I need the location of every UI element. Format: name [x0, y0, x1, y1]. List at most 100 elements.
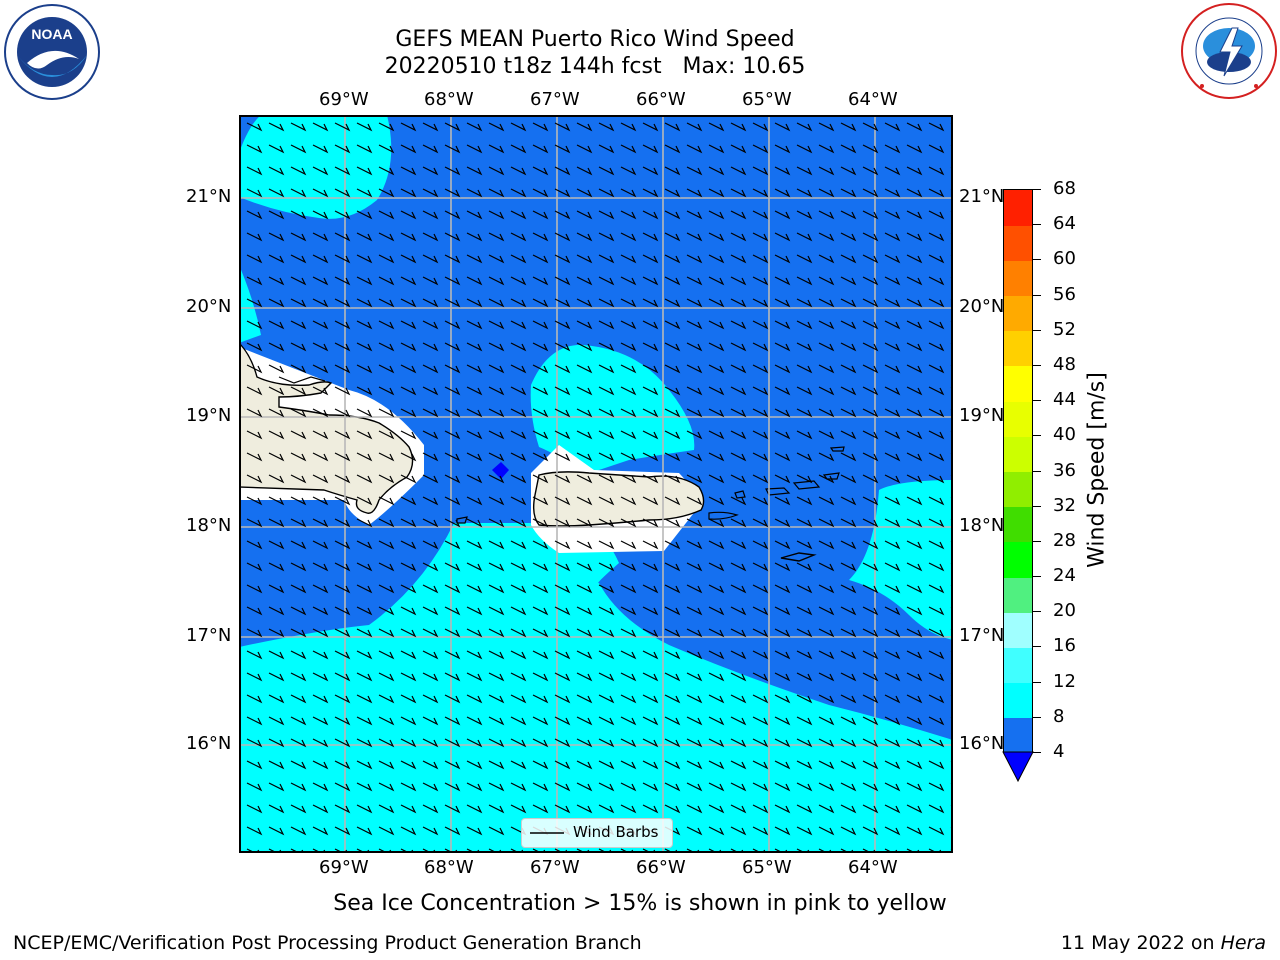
wind-barb: [752, 188, 769, 198]
wind-barb: [466, 430, 483, 440]
wind-barb: [554, 254, 571, 264]
wind-barb: [730, 694, 747, 704]
wind-barb: [928, 298, 945, 308]
wind-barb: [884, 144, 901, 154]
run-date: 11 May 2022 on Hera: [1061, 932, 1266, 954]
wind-barb: [796, 408, 813, 418]
wind-barb: [422, 320, 439, 330]
wind-barb: [488, 122, 505, 132]
wind-barb: [378, 430, 395, 440]
wind-barb: [598, 144, 615, 154]
wind-barb: [510, 232, 527, 242]
wind-barb: [466, 672, 483, 682]
wind-barb: [598, 562, 615, 572]
wind-barb: [466, 144, 483, 154]
right-lat-tick: 18°N: [959, 515, 1005, 536]
wind-barb: [554, 496, 571, 506]
wind-barb: [664, 474, 681, 484]
wind-barb: [708, 804, 725, 814]
wind-barb: [510, 804, 527, 814]
wind-barb: [444, 760, 461, 770]
wind-barb: [796, 518, 813, 528]
colorbar-tick-mark: [1033, 400, 1041, 402]
wind-barb: [884, 804, 901, 814]
wind-barb: [928, 804, 945, 814]
wind-barb: [576, 584, 593, 594]
wind-barb: [862, 474, 879, 484]
wind-barb: [246, 606, 263, 616]
wind-barb: [796, 628, 813, 638]
wind-barb: [906, 628, 923, 638]
wind-barb: [290, 122, 307, 132]
wind-barb: [532, 584, 549, 594]
wind-barb: [686, 606, 703, 616]
wind-barb: [488, 210, 505, 220]
wind-barb: [598, 452, 615, 462]
wind-barb: [642, 430, 659, 440]
wind-barb: [664, 496, 681, 506]
wind-barb: [730, 166, 747, 176]
wind-barb: [532, 452, 549, 462]
wind-barb: [334, 540, 351, 550]
wind-barb: [510, 254, 527, 264]
wind-barb: [356, 320, 373, 330]
wind-barb: [510, 342, 527, 352]
wind-barb: [290, 760, 307, 770]
wind-barb: [752, 430, 769, 440]
wind-barb: [268, 650, 285, 660]
wind-barb: [576, 804, 593, 814]
wind-barb: [576, 342, 593, 352]
wind-barb: [686, 474, 703, 484]
wind-barb: [884, 298, 901, 308]
wind-barb: [510, 320, 527, 330]
wind-barb: [840, 804, 857, 814]
wind-barb: [664, 430, 681, 440]
wind-barb: [620, 364, 637, 374]
wind-barb: [532, 386, 549, 396]
wind-barb: [554, 474, 571, 484]
wind-barb: [752, 166, 769, 176]
wind-barb: [686, 738, 703, 748]
wind-barb: [620, 342, 637, 352]
map-panel[interactable]: [239, 115, 953, 853]
wind-barb: [708, 474, 725, 484]
wind-barb: [774, 144, 791, 154]
wind-barb: [378, 122, 395, 132]
wind-barb: [444, 826, 461, 836]
wind-barb: [510, 276, 527, 286]
wind-barb: [290, 650, 307, 660]
wind-barb: [620, 694, 637, 704]
wind-barb: [378, 254, 395, 264]
wind-barb: [840, 496, 857, 506]
wind-barb: [312, 386, 329, 396]
wind-barb: [774, 584, 791, 594]
wind-barb: [598, 474, 615, 484]
wind-barb: [334, 518, 351, 528]
wind-barb: [862, 276, 879, 286]
wind-barb: [928, 782, 945, 792]
wind-barb: [862, 496, 879, 506]
wind-barb: [664, 584, 681, 594]
wind-barb: [444, 210, 461, 220]
wind-barb: [290, 804, 307, 814]
wind-barb: [532, 628, 549, 638]
wind-barb: [928, 254, 945, 264]
wind-barb: [862, 518, 879, 528]
wind-barb: [312, 474, 329, 484]
wind-barb: [246, 342, 263, 352]
wind-barb: [312, 276, 329, 286]
wind-barb: [664, 562, 681, 572]
wind-barb: [686, 254, 703, 264]
wind-barb: [334, 166, 351, 176]
wind-barb: [356, 584, 373, 594]
wind-barb: [818, 716, 835, 726]
wind-barb: [400, 760, 417, 770]
wind-barb: [818, 232, 835, 242]
wind-barb: [268, 496, 285, 506]
wind-barb: [664, 760, 681, 770]
wind-barb: [576, 474, 593, 484]
chart-title-line1: GEFS MEAN Puerto Rico Wind Speed: [395, 27, 795, 52]
wind-barb: [444, 606, 461, 616]
noaa-logo: NOAA: [3, 3, 101, 101]
wind-barb: [774, 364, 791, 374]
